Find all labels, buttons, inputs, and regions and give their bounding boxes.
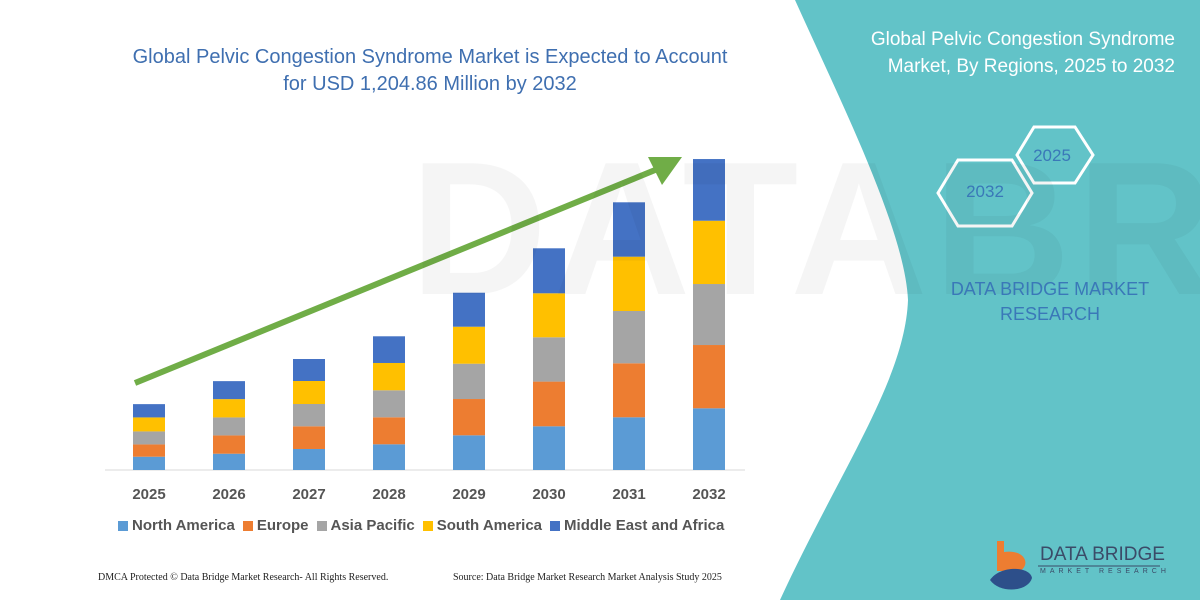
bar-segment <box>373 417 405 445</box>
x-tick-label: 2031 <box>612 486 645 503</box>
hex-label-2032: 2032 <box>966 182 1004 201</box>
x-tick-label: 2027 <box>292 486 325 503</box>
trend-arrow <box>133 165 662 386</box>
side-panel-title: Global Pelvic Congestion Syndrome Market… <box>870 29 1175 77</box>
footer-copyright: DMCA Protected © Data Bridge Market Rese… <box>98 572 389 583</box>
hex-label-2025: 2025 <box>1033 146 1071 165</box>
bar-segment <box>133 444 165 457</box>
legend-label: Middle East and Africa <box>564 517 725 534</box>
legend-swatch <box>242 520 253 531</box>
x-tick-label: 2025 <box>132 486 165 503</box>
bar-segment <box>293 448 325 470</box>
bar-segment <box>613 256 645 311</box>
legend-item: Middle East and Africa <box>550 517 724 534</box>
legend-item: North America <box>118 517 235 534</box>
bar-segment <box>133 417 165 432</box>
logo-icon <box>990 541 1032 590</box>
bar-segment <box>293 403 325 427</box>
legend-label: North America <box>132 517 235 534</box>
bar-segment <box>693 284 725 346</box>
legend-swatch <box>550 520 561 531</box>
bar-segment <box>693 220 725 285</box>
bar-segment <box>213 381 245 400</box>
legend-item: Asia Pacific <box>316 517 415 534</box>
bar-segment <box>293 380 325 404</box>
chart-area: 2025 2026 2027 2028 2029 2030 2031 2032 <box>105 157 745 503</box>
x-tick-label: 2032 <box>692 486 725 503</box>
bar-segment <box>133 404 165 418</box>
bar-segment <box>533 248 565 294</box>
chart-legend: North America Europe Asia Pacific South Ame… <box>118 517 724 534</box>
x-tick-label: 2028 <box>372 486 405 503</box>
legend-item: Europe <box>242 517 309 534</box>
bar-segment <box>453 399 485 436</box>
bar-segment <box>693 159 725 221</box>
chart-title: Global Pelvic Congestion Syndrome Market… <box>132 46 728 95</box>
bar-segment <box>213 417 245 436</box>
bar-segment <box>533 381 565 427</box>
bar-segment <box>373 390 405 418</box>
bar-segment <box>133 431 165 445</box>
legend-label: Asia Pacific <box>330 517 415 534</box>
bar-segment <box>693 345 725 409</box>
bar-segment <box>213 453 245 470</box>
hexagon-2025 <box>1015 125 1095 185</box>
bar-segment <box>453 292 485 327</box>
bar-segment <box>453 326 485 364</box>
x-tick-label: 2026 <box>212 486 245 503</box>
x-tick-label: 2030 <box>532 486 565 503</box>
logo-text: DATA BRIDGE <box>1040 544 1165 565</box>
bar-segment <box>453 363 485 400</box>
legend-label: South America <box>436 517 543 534</box>
side-panel-shape <box>780 0 1200 600</box>
footer-source: Source: Data Bridge Market Research Mark… <box>453 572 722 583</box>
bar-segment <box>373 362 405 391</box>
bar-segment <box>293 426 325 449</box>
bar-segment <box>133 456 165 470</box>
bar-segment <box>613 310 645 364</box>
bar-segment <box>213 435 245 454</box>
legend-swatch <box>422 520 433 531</box>
bar-segment <box>613 363 645 418</box>
bar-segment <box>533 293 565 338</box>
legend-label: Europe <box>256 517 309 534</box>
bar-segment <box>373 336 405 363</box>
legend-item: South America <box>422 517 543 534</box>
bar-segment <box>533 337 565 382</box>
legend-swatch <box>118 520 128 531</box>
brand-text: DATA BRIDGE MARKET RESEARCH <box>950 279 1150 324</box>
bar-segment <box>613 417 645 470</box>
bar-segment <box>213 399 245 418</box>
hexagon-2032 <box>936 158 1034 228</box>
trend-arrowhead <box>648 157 682 185</box>
x-tick-label: 2029 <box>452 486 485 503</box>
bar-segment <box>533 426 565 470</box>
bar-segment <box>613 202 645 257</box>
logo-subtext: MARKET RESEARCH <box>1040 568 1170 575</box>
bar-segment <box>293 359 325 381</box>
legend-swatch <box>316 520 327 531</box>
bar-segment <box>693 408 725 470</box>
bar-segment <box>373 444 405 470</box>
bar-segment <box>453 435 485 470</box>
